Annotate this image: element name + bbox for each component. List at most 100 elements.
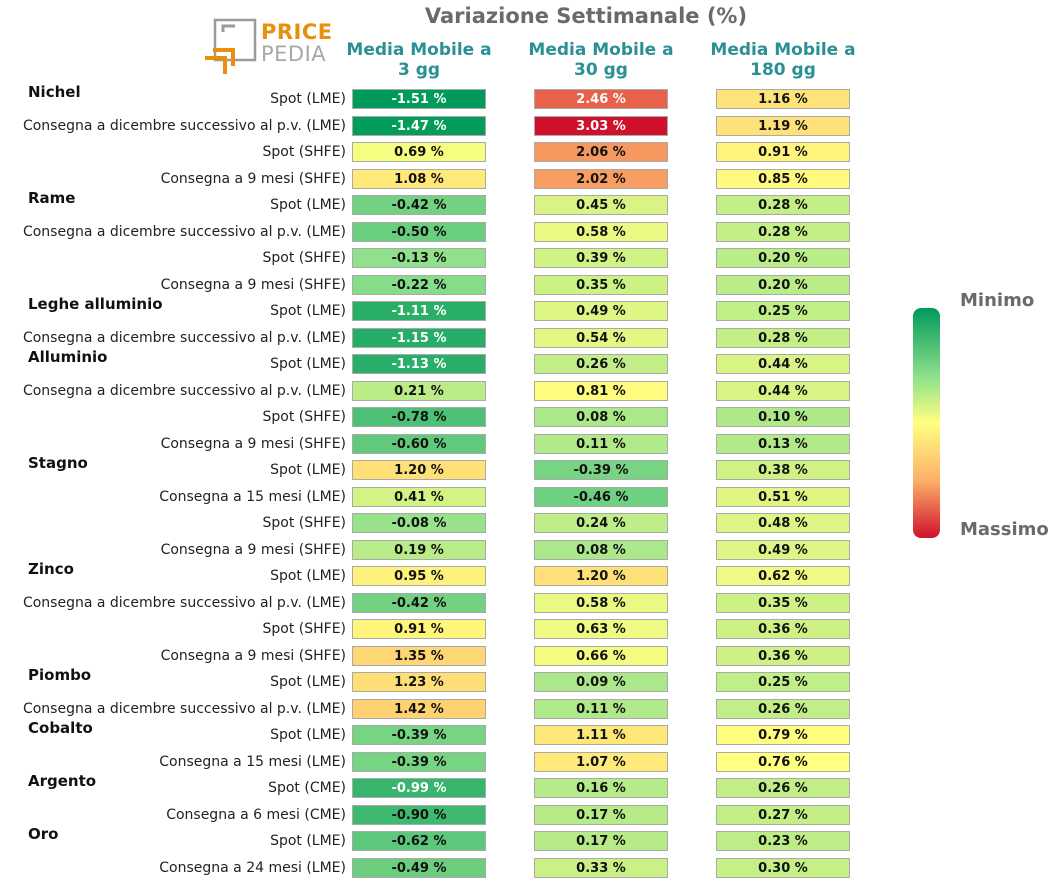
row-label: Consegna a 9 mesi (SHFE) <box>160 541 346 558</box>
value-cell: 0.24 % <box>534 513 668 533</box>
group-label: Alluminio <box>28 348 108 366</box>
legend-max-label: Massimo <box>960 519 1049 540</box>
value-cell: -0.42 % <box>352 592 486 613</box>
value-cell: 0.95 % <box>352 566 486 586</box>
value-cell: 0.36 % <box>716 645 850 666</box>
group-label: Cobalto <box>28 719 93 737</box>
value-cell: -0.08 % <box>352 513 486 533</box>
value-cell: 0.79 % <box>716 725 850 745</box>
row-label: Spot (LME) <box>270 568 346 584</box>
row-label: Spot (LME) <box>270 727 346 743</box>
legend-min-label: Minimo <box>960 290 1035 311</box>
value-cell: 0.85 % <box>716 168 850 189</box>
row-label: Consegna a dicembre successivo al p.v. (… <box>22 117 346 134</box>
row-label: Spot (CME) <box>268 780 346 796</box>
row-label: Consegna a dicembre successivo al p.v. (… <box>22 700 346 717</box>
value-cell: 0.17 % <box>534 831 668 851</box>
row-label: Consegna a 24 mesi (LME) <box>159 859 346 876</box>
value-cell: 0.19 % <box>352 539 486 560</box>
value-cell: 1.20 % <box>352 460 486 480</box>
value-cell: 0.35 % <box>534 274 668 295</box>
value-cell: 0.41 % <box>352 486 486 507</box>
group-label: Nichel <box>28 83 81 101</box>
color-scale-legend <box>913 308 940 538</box>
value-cell: 0.33 % <box>534 857 668 878</box>
value-cell: -0.13 % <box>352 248 486 268</box>
value-cell: 0.25 % <box>716 301 850 321</box>
value-cell: -1.15 % <box>352 327 486 348</box>
value-cell: 0.13 % <box>716 433 850 454</box>
value-cell: -0.49 % <box>352 857 486 878</box>
value-cell: 0.11 % <box>534 433 668 454</box>
group-label: Argento <box>28 772 97 790</box>
value-cell: 1.08 % <box>352 168 486 189</box>
value-cell: 0.30 % <box>716 857 850 878</box>
value-cell: 2.46 % <box>534 89 668 109</box>
value-cell: -0.39 % <box>352 725 486 745</box>
value-cell: 0.51 % <box>716 486 850 507</box>
value-cell: 1.20 % <box>534 566 668 586</box>
logo-mark-icon <box>205 18 257 74</box>
value-cell: 0.11 % <box>534 698 668 719</box>
value-cell: -0.46 % <box>534 486 668 507</box>
value-cell: 0.49 % <box>716 539 850 560</box>
row-label: Spot (SHFE) <box>262 409 346 425</box>
row-label: Spot (LME) <box>270 197 346 213</box>
value-cell: -0.90 % <box>352 804 486 825</box>
value-cell: 0.58 % <box>534 221 668 242</box>
group-label: Leghe alluminio <box>28 295 163 313</box>
value-cell: -0.99 % <box>352 778 486 798</box>
row-label: Consegna a 15 mesi (LME) <box>159 753 346 770</box>
row-label: Spot (LME) <box>270 91 346 107</box>
value-cell: 0.48 % <box>716 513 850 533</box>
value-cell: 1.42 % <box>352 698 486 719</box>
value-cell: 0.28 % <box>716 221 850 242</box>
value-cell: 0.35 % <box>716 592 850 613</box>
value-cell: 0.44 % <box>716 380 850 401</box>
value-cell: 0.36 % <box>716 619 850 639</box>
group-label: Piombo <box>28 666 92 684</box>
value-cell: 0.26 % <box>716 698 850 719</box>
row-label: Spot (LME) <box>270 833 346 849</box>
value-cell: 0.08 % <box>534 407 668 427</box>
value-cell: 0.09 % <box>534 672 668 692</box>
value-cell: -0.60 % <box>352 433 486 454</box>
value-cell: 0.54 % <box>534 327 668 348</box>
value-cell: 0.20 % <box>716 274 850 295</box>
value-cell: -0.39 % <box>534 460 668 480</box>
value-cell: 0.25 % <box>716 672 850 692</box>
row-label: Consegna a 9 mesi (SHFE) <box>160 276 346 293</box>
row-label: Consegna a 6 mesi (CME) <box>166 806 346 823</box>
row-label: Consegna a 9 mesi (SHFE) <box>160 647 346 664</box>
value-cell: 0.58 % <box>534 592 668 613</box>
row-label: Consegna a dicembre successivo al p.v. (… <box>22 329 346 346</box>
value-cell: -0.50 % <box>352 221 486 242</box>
value-cell: -1.47 % <box>352 115 486 136</box>
row-label: Spot (SHFE) <box>262 250 346 266</box>
value-cell: 0.20 % <box>716 248 850 268</box>
value-cell: 0.76 % <box>716 751 850 772</box>
value-cell: -0.62 % <box>352 831 486 851</box>
value-cell: 1.16 % <box>716 89 850 109</box>
row-label: Consegna a dicembre successivo al p.v. (… <box>22 382 346 399</box>
value-cell: -0.42 % <box>352 195 486 215</box>
value-cell: 0.10 % <box>716 407 850 427</box>
value-cell: 0.16 % <box>534 778 668 798</box>
value-cell: -0.78 % <box>352 407 486 427</box>
group-label: Rame <box>28 189 76 207</box>
value-cell: 1.19 % <box>716 115 850 136</box>
value-cell: 0.23 % <box>716 831 850 851</box>
value-cell: 0.28 % <box>716 327 850 348</box>
value-cell: 2.02 % <box>534 168 668 189</box>
column-header-3: Media Mobile a 180 gg <box>710 40 856 80</box>
value-cell: 2.06 % <box>534 142 668 162</box>
group-label: Oro <box>28 825 59 843</box>
value-cell: 1.35 % <box>352 645 486 666</box>
value-cell: 3.03 % <box>534 115 668 136</box>
value-cell: 0.26 % <box>716 778 850 798</box>
value-cell: -0.22 % <box>352 274 486 295</box>
value-cell: 0.81 % <box>534 380 668 401</box>
value-cell: 0.27 % <box>716 804 850 825</box>
row-label: Consegna a 9 mesi (SHFE) <box>160 170 346 187</box>
